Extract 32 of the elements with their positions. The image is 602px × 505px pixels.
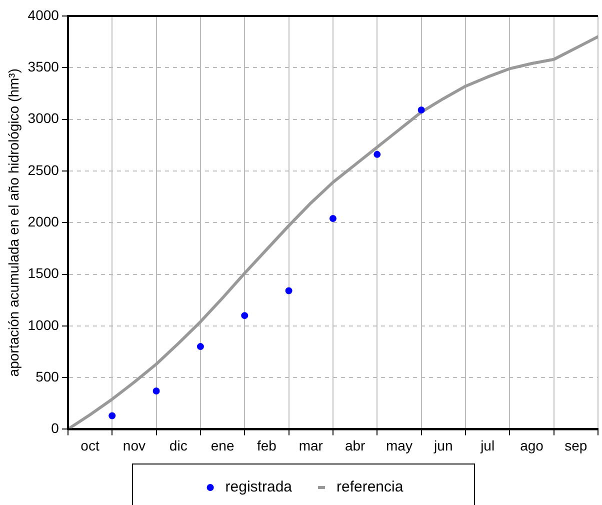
point: [241, 312, 248, 320]
x-tick-label: jul: [480, 437, 495, 454]
x-tick-label: feb: [256, 437, 277, 454]
y-tick-label: 0: [51, 420, 60, 436]
x-tick-label: mar: [298, 437, 324, 454]
legend-label: referencia: [336, 478, 404, 496]
point: [374, 150, 381, 158]
x-tick-label: sep: [564, 437, 588, 454]
y-tick-label: 1500: [28, 265, 60, 282]
point: [329, 214, 336, 222]
y-axis-title: aportación acumulada en el año hidrológico (hm³): [5, 68, 22, 377]
x-tick-label: dic: [169, 437, 188, 454]
point: [108, 412, 116, 420]
y-tick-label: 4000: [28, 6, 60, 23]
y-tick-label: 2500: [28, 162, 60, 178]
x-tick-label: nov: [122, 437, 146, 454]
point: [152, 387, 160, 394]
x-tick-label: ago: [520, 437, 544, 454]
x-tick-label: oct: [80, 437, 100, 454]
y-tick-label: 3000: [28, 110, 60, 126]
x-tick-label: jun: [433, 437, 453, 454]
x-tick-label: abr: [344, 437, 366, 454]
y-tick-label: 2000: [28, 213, 60, 230]
x-tick-label: may: [386, 437, 412, 454]
point: [285, 287, 292, 294]
legend-label: registrada: [225, 478, 293, 496]
x-tick-label: ene: [210, 437, 234, 454]
y-tick-label: 500: [36, 368, 60, 384]
y-tick-label: 3500: [28, 58, 60, 75]
point: [418, 106, 425, 114]
y-tick-label: 1000: [28, 316, 60, 333]
point: [196, 343, 204, 350]
